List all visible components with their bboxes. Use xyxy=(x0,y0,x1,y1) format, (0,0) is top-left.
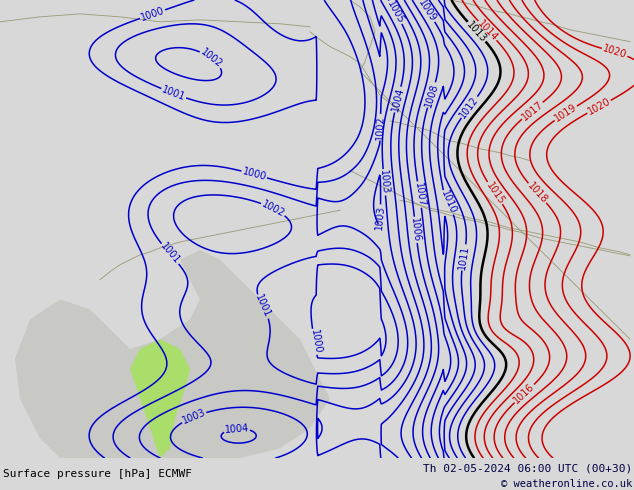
Text: 1009: 1009 xyxy=(417,0,438,24)
Text: 1005: 1005 xyxy=(385,0,406,25)
Text: © weatheronline.co.uk: © weatheronline.co.uk xyxy=(501,479,632,489)
Text: 1003: 1003 xyxy=(378,170,391,195)
Text: 1015: 1015 xyxy=(484,180,506,206)
Polygon shape xyxy=(15,250,330,458)
Text: 1007: 1007 xyxy=(413,182,426,207)
Text: 1001: 1001 xyxy=(158,241,182,267)
Text: 1001: 1001 xyxy=(160,84,187,102)
Text: Surface pressure [hPa] ECMWF: Surface pressure [hPa] ECMWF xyxy=(3,469,192,479)
Text: 1012: 1012 xyxy=(458,95,481,120)
Text: 1004: 1004 xyxy=(390,87,406,113)
Text: 1020: 1020 xyxy=(602,44,628,61)
Polygon shape xyxy=(130,339,190,458)
Text: 1003: 1003 xyxy=(374,205,387,230)
Text: 1002: 1002 xyxy=(260,198,287,219)
Text: 1001: 1001 xyxy=(254,293,273,319)
Text: 1000: 1000 xyxy=(309,329,323,355)
Text: 1014: 1014 xyxy=(476,18,500,43)
Text: 1006: 1006 xyxy=(410,217,422,243)
Text: 1010: 1010 xyxy=(439,189,458,216)
Text: 1019: 1019 xyxy=(553,102,579,124)
Text: 1002: 1002 xyxy=(198,47,224,70)
Text: 1018: 1018 xyxy=(526,181,549,205)
Text: Th 02-05-2024 06:00 UTC (00+30): Th 02-05-2024 06:00 UTC (00+30) xyxy=(423,464,632,473)
Text: 1016: 1016 xyxy=(512,382,537,406)
Text: 1017: 1017 xyxy=(520,99,545,122)
Text: 1013: 1013 xyxy=(465,19,489,44)
Text: 1004: 1004 xyxy=(224,423,249,435)
Text: 1002: 1002 xyxy=(375,115,385,140)
Text: 1008: 1008 xyxy=(423,82,440,108)
Text: 1003: 1003 xyxy=(181,408,207,426)
Text: 1000: 1000 xyxy=(241,167,268,182)
Text: 1000: 1000 xyxy=(139,5,165,23)
Text: 1020: 1020 xyxy=(586,97,612,117)
Text: 1011: 1011 xyxy=(457,245,470,270)
